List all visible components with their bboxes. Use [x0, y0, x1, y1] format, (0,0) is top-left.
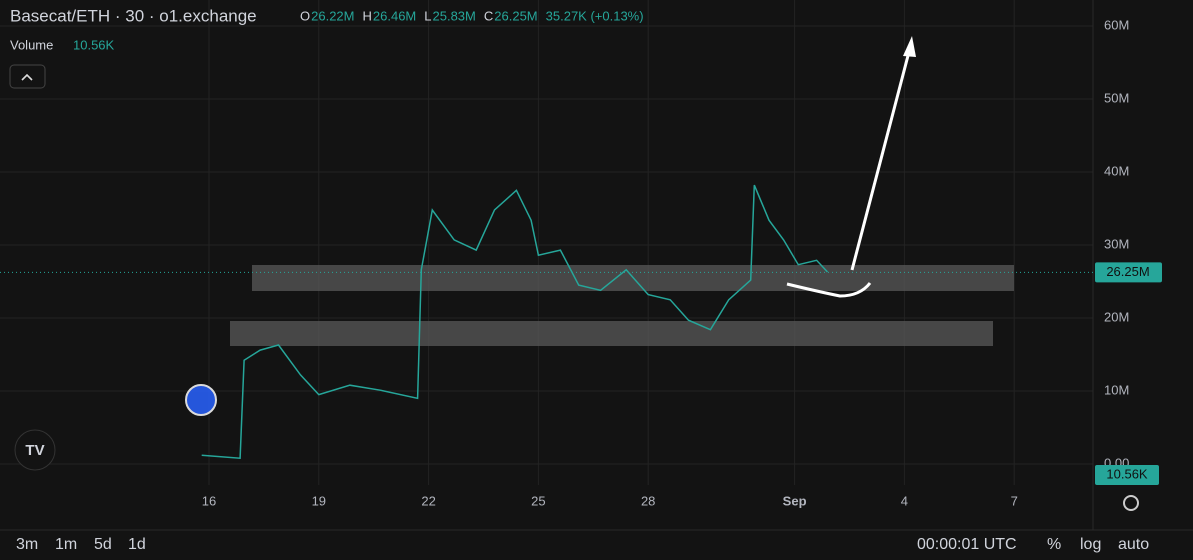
x-tick-label: 28: [641, 493, 655, 508]
ohlc-key: O: [300, 8, 310, 23]
change: 35.27K (+0.13%): [546, 8, 644, 23]
y-tick-label: 30M: [1104, 236, 1129, 251]
ohlc-key: C: [484, 8, 493, 23]
volume-label: Volume: [10, 37, 53, 52]
x-tick-label: 25: [531, 493, 545, 508]
y-tick-label: 20M: [1104, 309, 1129, 324]
collapse-button[interactable]: [9, 64, 46, 89]
volume-tag-text: 10.56K: [1106, 466, 1148, 481]
price-tag: [1095, 262, 1162, 283]
option-button[interactable]: log: [1080, 536, 1101, 553]
volume-tag: [1095, 465, 1159, 485]
logo-text: TV: [25, 442, 44, 459]
drawing-curve: [786, 282, 872, 298]
price-line: [201, 184, 829, 460]
drawing-arrow: [850, 47, 912, 271]
x-tick-label: Sep: [783, 493, 807, 508]
ohlc-value: 26.22M: [311, 8, 354, 23]
zone: [230, 321, 993, 346]
toolbar: 3m 1m 5d 1d 00:00:01 UTC% log auto: [16, 536, 1149, 553]
ohlc-key: L: [424, 8, 431, 23]
range-button[interactable]: 5d: [94, 536, 112, 553]
logo: [14, 429, 56, 471]
symbol: Basecat/ETH · 30 · o1.exchange: [10, 6, 257, 25]
range-button[interactable]: 1d: [128, 536, 146, 553]
y-tick-label: 40M: [1104, 163, 1129, 178]
volume-value: 10.56K: [73, 37, 115, 52]
ohlc-value: 25.83M: [433, 8, 476, 23]
y-tick-label: 10M: [1104, 382, 1129, 397]
arrow-head: [903, 36, 916, 57]
y-tick-label: 50M: [1104, 90, 1129, 105]
ohlc-key: H: [363, 8, 372, 23]
y-tick-label: 60M: [1104, 17, 1129, 32]
ohlc-value: 26.46M: [373, 8, 416, 23]
x-tick-label: 19: [312, 493, 326, 508]
option-button[interactable]: %: [1047, 536, 1061, 553]
range-button[interactable]: 3m: [16, 536, 38, 553]
ohlc-value: 26.25M: [494, 8, 537, 23]
settings-icon[interactable]: [1123, 495, 1139, 511]
x-tick-label: 16: [202, 493, 216, 508]
price-tag-text: 26.25M: [1106, 264, 1149, 279]
x-tick-label: 4: [901, 493, 908, 508]
flag-icon[interactable]: [185, 384, 217, 416]
clock: 00:00:01 UTC: [917, 536, 1017, 553]
option-button[interactable]: auto: [1118, 536, 1149, 553]
chevron-icon: [21, 73, 33, 81]
ohlc: O 26.22M H 26.46M L 25.83M C 26.25M 35.27K (+0.1…: [300, 8, 644, 23]
x-tick-label: 22: [421, 493, 435, 508]
x-tick-label: 7: [1011, 493, 1018, 508]
range-button[interactable]: 1m: [55, 536, 77, 553]
